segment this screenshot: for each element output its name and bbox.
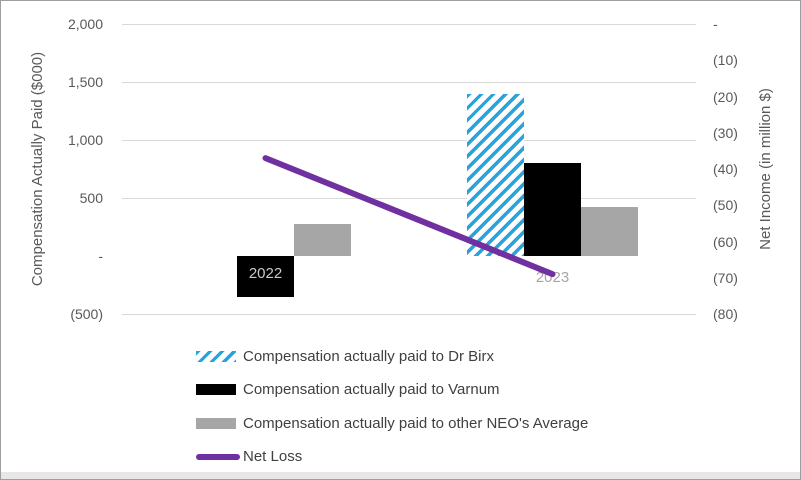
gridline bbox=[122, 82, 696, 83]
left-axis-title: Compensation Actually Paid ($000) bbox=[29, 51, 46, 287]
left-axis-tick-label: 1,000 bbox=[67, 132, 103, 148]
right-axis-tick-label: (60) bbox=[713, 233, 738, 250]
right-axis-tick-label: (30) bbox=[713, 124, 738, 141]
bar-segment bbox=[524, 163, 581, 256]
gridline bbox=[122, 198, 696, 199]
bar-segment bbox=[581, 207, 638, 256]
gridline bbox=[122, 24, 696, 25]
legend-label: Compensation actually paid to Varnum bbox=[243, 381, 500, 398]
left-axis-tick-label: 500 bbox=[79, 190, 103, 206]
legend-item: Compensation actually paid to Varnum bbox=[196, 381, 500, 399]
category-label: 2023 bbox=[535, 269, 570, 286]
gridline bbox=[122, 314, 696, 315]
legend-swatch-box bbox=[196, 350, 240, 362]
legend-item: Compensation actually paid to Dr Birx bbox=[196, 347, 494, 365]
legend-bar-swatch bbox=[196, 350, 236, 362]
legend-label: Compensation actually paid to other NEO'… bbox=[243, 414, 589, 432]
legend-swatch-box bbox=[196, 384, 240, 395]
left-axis-tick-label: - bbox=[98, 248, 103, 264]
left-axis-tick-label: 2,000 bbox=[67, 16, 103, 32]
right-axis-tick-label: (40) bbox=[713, 161, 738, 177]
legend-label: Net Loss bbox=[243, 448, 303, 465]
bar-segment bbox=[467, 93, 524, 256]
legend-label: Compensation actually paid to Dr Birx bbox=[243, 347, 494, 365]
bar-segment bbox=[294, 223, 351, 256]
right-axis-tick-label: (10) bbox=[713, 52, 738, 69]
legend-line-swatch bbox=[196, 453, 240, 460]
category-label: 2022 bbox=[248, 265, 283, 282]
right-axis-tick-label: (20) bbox=[713, 88, 738, 105]
bottom-scrollbar-strip bbox=[1, 472, 800, 479]
left-axis-tick-label: 1,500 bbox=[67, 74, 103, 90]
right-axis-tick-label: - bbox=[713, 16, 718, 32]
legend-item: Net Loss bbox=[196, 448, 302, 466]
gridline bbox=[122, 140, 696, 141]
legend-item: Compensation actually paid to other NEO'… bbox=[196, 414, 588, 432]
right-axis-tick-label: (50) bbox=[713, 197, 738, 214]
legend-swatch-box bbox=[196, 417, 240, 429]
legend-bar-swatch bbox=[196, 384, 236, 395]
left-axis-tick-label: (500) bbox=[70, 306, 103, 322]
right-axis-tick-label: (70) bbox=[713, 269, 738, 286]
legend-swatch-box bbox=[196, 453, 240, 460]
legend-bar-swatch bbox=[196, 417, 236, 429]
right-axis-tick-label: (80) bbox=[713, 306, 738, 322]
